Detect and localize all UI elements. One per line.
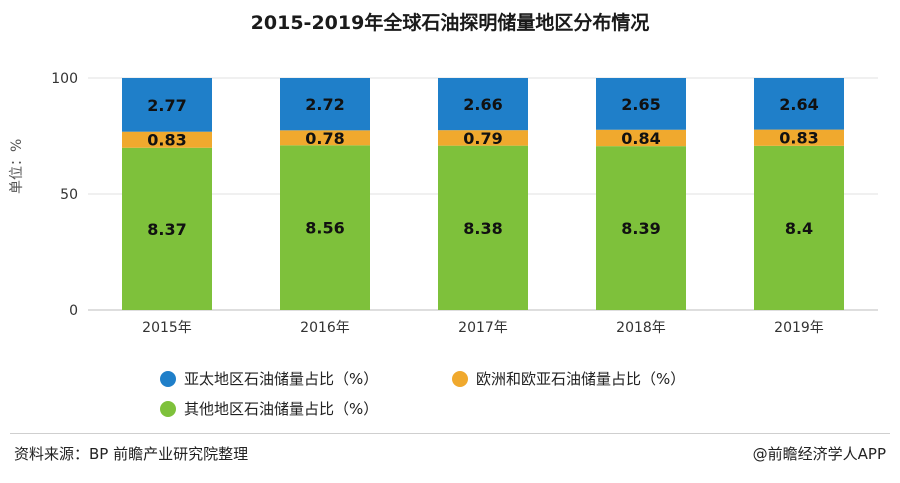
x-tick-label: 2019年 xyxy=(774,320,824,336)
bar-segment xyxy=(596,129,686,147)
data-label: 0.83 xyxy=(147,131,186,150)
bar-segment xyxy=(280,78,370,131)
bar-segment xyxy=(438,78,528,131)
bar-segment xyxy=(122,78,212,132)
legend-label-asia-pacific: 亚太地区石油储量占比（%） xyxy=(184,370,379,388)
data-label: 0.83 xyxy=(779,129,818,148)
legend-item-asia-pacific: 亚太地区石油储量占比（%） xyxy=(160,368,378,389)
data-label: 2.65 xyxy=(621,95,660,114)
y-tick-label: 100 xyxy=(51,71,78,87)
data-label: 8.56 xyxy=(305,219,344,238)
legend-item-other: 其他地区石油储量占比（%） xyxy=(160,398,378,419)
data-label: 2.72 xyxy=(305,95,344,114)
bar-segment xyxy=(438,145,528,310)
data-label: 0.84 xyxy=(621,129,660,148)
bar-segment xyxy=(596,146,686,310)
data-label: 8.39 xyxy=(621,219,660,238)
chart-title: 2015-2019年全球石油探明储量地区分布情况 xyxy=(250,12,650,34)
legend-item-europe-eurasia: 欧洲和欧亚石油储量占比（%） xyxy=(452,368,685,389)
x-tick-label: 2015年 xyxy=(142,320,192,336)
data-label: 0.79 xyxy=(463,129,502,148)
bar-segment xyxy=(280,145,370,310)
legend-swatch-europe-eurasia xyxy=(452,370,468,387)
bar-segment xyxy=(280,130,370,146)
bar-segment xyxy=(122,147,212,310)
data-label: 8.4 xyxy=(785,219,813,238)
x-tick-label: 2018年 xyxy=(616,320,666,336)
data-label: 2.66 xyxy=(463,95,502,114)
bar-segment xyxy=(438,130,528,146)
bar-segment xyxy=(596,78,686,130)
footer-divider xyxy=(10,433,890,434)
bar-segment xyxy=(754,78,844,130)
source-note: 资料来源：BP 前瞻产业研究院整理 xyxy=(14,445,249,463)
x-tick-label: 2017年 xyxy=(458,320,508,336)
bar-segment xyxy=(122,131,212,148)
brand-credit: @前瞻经济学人APP xyxy=(752,445,886,463)
data-label: 2.64 xyxy=(779,95,818,114)
data-label: 8.38 xyxy=(463,219,502,238)
legend-swatch-other xyxy=(160,400,176,417)
data-label: 8.37 xyxy=(147,220,186,239)
data-label: 2.77 xyxy=(147,96,186,115)
legend-label-europe-eurasia: 欧洲和欧亚石油储量占比（%） xyxy=(476,370,686,388)
legend-swatch-asia-pacific xyxy=(160,370,176,387)
y-tick-label: 50 xyxy=(60,187,78,203)
bar-segment xyxy=(754,145,844,310)
legend-label-other: 其他地区石油储量占比（%） xyxy=(184,400,379,418)
x-tick-label: 2016年 xyxy=(300,320,350,336)
data-label: 0.78 xyxy=(305,129,344,148)
bar-segment xyxy=(754,129,844,146)
y-tick-label: 0 xyxy=(69,303,78,319)
